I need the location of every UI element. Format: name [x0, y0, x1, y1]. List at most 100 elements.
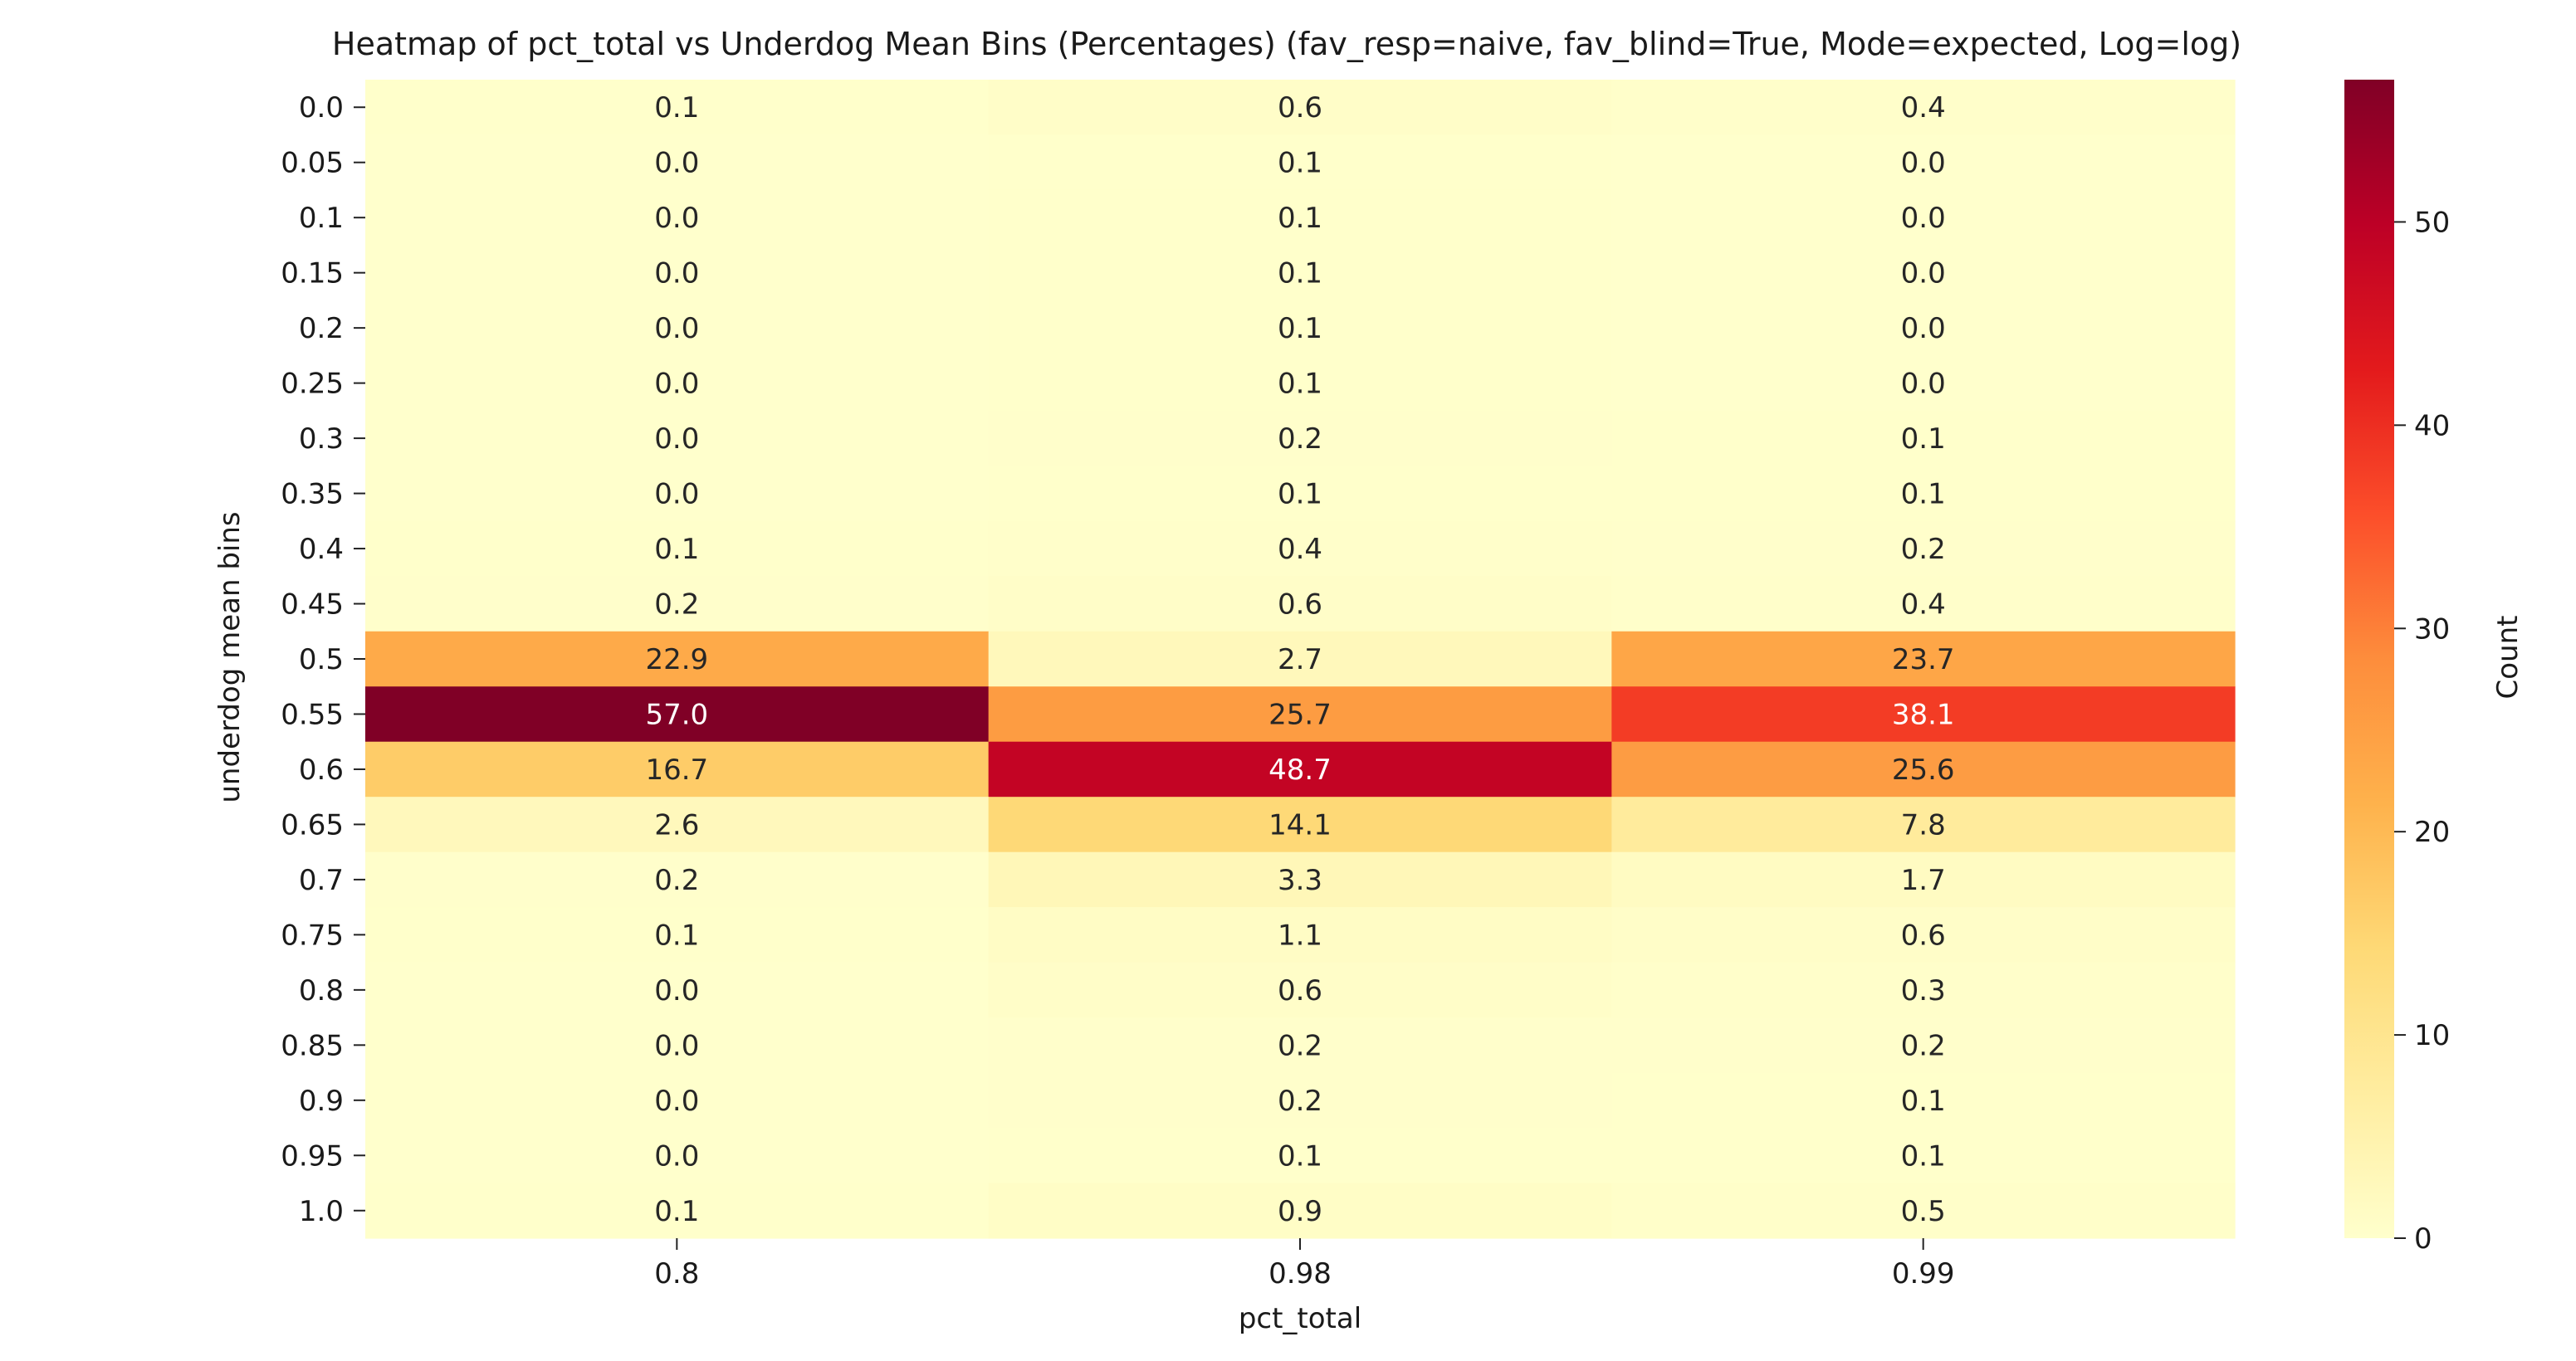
colorbar: 0 10 20 30 40 50: [2344, 80, 2450, 1256]
cell-value-label: 0.0: [654, 478, 699, 511]
heatmap-cell: [1611, 245, 2236, 301]
y-tick-label: 0.05: [281, 147, 344, 180]
cell-value-label: 0.2: [1901, 533, 1946, 566]
cell-value-label: 25.6: [1892, 754, 1955, 787]
heatmap-cell: [1611, 300, 2236, 356]
y-tick-label: 0.2: [299, 312, 344, 345]
heatmap-cell: [988, 1072, 1612, 1129]
colorbar-tick-label: 30: [2414, 612, 2450, 646]
colorbar-tick-label: 20: [2414, 816, 2450, 849]
y-tick-label: 0.55: [281, 698, 344, 731]
heatmap-cell: [1611, 741, 2236, 798]
heatmap-cell: [1611, 631, 2236, 687]
cell-value-label: 0.0: [654, 974, 699, 1007]
heatmap-cell: [365, 466, 990, 522]
heatmap-cell: [988, 466, 1612, 522]
heatmap-cell: [365, 1017, 990, 1074]
y-tick-label: 0.95: [281, 1139, 344, 1173]
cell-value-label: 25.7: [1268, 698, 1332, 731]
cell-value-label: 38.1: [1892, 698, 1955, 731]
cell-value-label: 0.9: [1278, 1195, 1322, 1228]
cell-value-label: 0.0: [654, 422, 699, 456]
heatmap-cell: [988, 962, 1612, 1018]
cell-value-label: 0.2: [654, 864, 699, 897]
cell-value-label: 0.1: [1278, 1139, 1322, 1173]
heatmap-cell: [988, 741, 1612, 798]
y-tick-label: 0.45: [281, 588, 344, 622]
colorbar-tick-label: 0: [2414, 1222, 2432, 1256]
cell-value-label: 0.5: [1901, 1195, 1946, 1228]
cell-value-label: 0.1: [1901, 478, 1946, 511]
heatmap-cell: [1611, 686, 2236, 743]
heatmap-cell: [988, 576, 1612, 632]
y-tick-label: 0.35: [281, 478, 344, 511]
colorbar-gradient: [2344, 80, 2394, 1238]
heatmap-cell: [365, 245, 990, 301]
cell-value-label: 0.1: [654, 533, 699, 566]
cell-value-label: 16.7: [645, 754, 708, 787]
cell-value-label: 0.4: [1901, 588, 1946, 622]
cell-value-label: 0.0: [654, 1139, 699, 1173]
cell-value-label: 0.0: [1901, 202, 1946, 235]
chart-title: Heatmap of pct_total vs Underdog Mean Bi…: [332, 26, 2241, 62]
heatmap-cell: [1611, 576, 2236, 632]
y-tick-label: 0.25: [281, 368, 344, 401]
cell-value-label: 0.1: [1901, 422, 1946, 456]
heatmap-cell: [988, 1183, 1612, 1239]
heatmap-cell: [988, 300, 1612, 356]
heatmap-cell: [1611, 1128, 2236, 1184]
y-tick-label: 0.9: [299, 1085, 344, 1118]
heatmap-cell: [365, 907, 990, 963]
cell-value-label: 0.1: [1278, 312, 1322, 345]
x-tick-label: 0.8: [654, 1257, 699, 1290]
cell-value-label: 0.1: [1278, 202, 1322, 235]
y-tick-label: 0.15: [281, 257, 344, 290]
cell-value-label: 1.7: [1901, 864, 1946, 897]
cell-value-label: 0.0: [654, 1085, 699, 1118]
cell-value-label: 0.1: [654, 1195, 699, 1228]
heatmap-cell: [365, 741, 990, 798]
y-tick-label: 0.3: [299, 422, 344, 456]
heatmap-cell: [365, 1128, 990, 1184]
colorbar-label: Count: [2491, 616, 2525, 700]
cell-value-label: 57.0: [645, 698, 708, 731]
cell-value-label: 0.1: [1901, 1139, 1946, 1173]
heatmap-cell: [1611, 355, 2236, 412]
cell-value-label: 0.1: [1278, 147, 1322, 180]
y-tick-label: 0.6: [299, 754, 344, 787]
heatmap-cell: [1611, 1183, 2236, 1239]
heatmap-cell: [365, 410, 990, 466]
heatmap-cell: [365, 520, 990, 577]
cell-value-label: 0.0: [654, 257, 699, 290]
heatmap-cell: [1611, 466, 2236, 522]
y-tick-label: 0.85: [281, 1029, 344, 1062]
heatmap-cell: [1611, 962, 2236, 1018]
heatmap-cell: [988, 631, 1612, 687]
heatmap-cell: [988, 189, 1612, 246]
y-tick-label: 0.75: [281, 919, 344, 952]
x-tick-label: 0.98: [1268, 1257, 1332, 1290]
heatmap-cell: [365, 851, 990, 908]
heatmap-cell: [365, 80, 990, 136]
heatmap-cell: [1611, 851, 2236, 908]
cell-value-label: 0.4: [1901, 91, 1946, 124]
y-tick-label: 0.65: [281, 808, 344, 841]
y-tick-label: 0.0: [299, 91, 344, 124]
cell-value-label: 2.7: [1278, 643, 1322, 676]
heatmap-cell: [365, 631, 990, 687]
cell-value-label: 0.1: [654, 919, 699, 952]
y-axis-ticks: 0.0 0.05 0.1 0.15 0.2 0.25 0.3 0.35 0.4 0.45 0.5 0.…: [281, 91, 365, 1228]
cell-value-label: 0.0: [1901, 147, 1946, 180]
y-tick-label: 0.8: [299, 974, 344, 1007]
cell-value-label: 0.1: [1278, 478, 1322, 511]
cell-value-label: 0.4: [1278, 533, 1322, 566]
cell-value-label: 0.3: [1901, 974, 1946, 1007]
y-tick-label: 1.0: [299, 1195, 344, 1228]
heatmap-cell: [1611, 520, 2236, 577]
cell-value-label: 0.1: [654, 91, 699, 124]
heatmap-cell: [988, 797, 1612, 853]
heatmap-cell: [1611, 80, 2236, 136]
heatmap-cell: [988, 134, 1612, 191]
